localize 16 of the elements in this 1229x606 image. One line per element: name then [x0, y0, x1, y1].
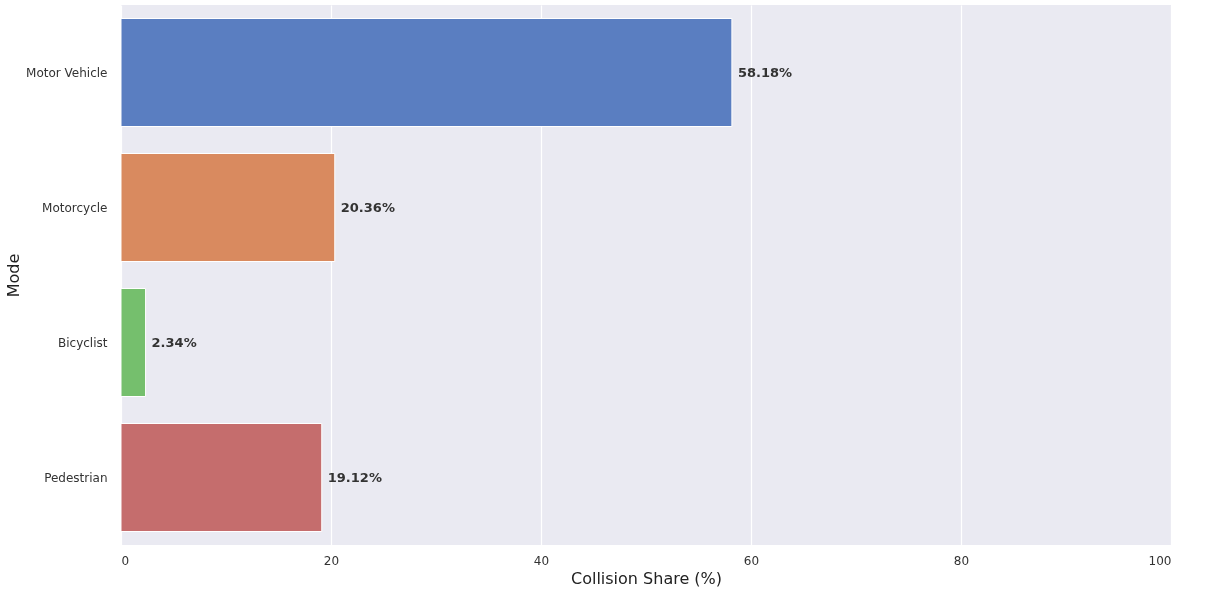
x-tick-label: 100 — [1148, 553, 1172, 568]
data-label: 20.36% — [340, 199, 395, 215]
x-tick-label: 60 — [743, 553, 760, 568]
x-tick-label: 0 — [121, 553, 130, 568]
y-tick-label: Pedestrian — [44, 470, 108, 485]
x-tick-label: 80 — [953, 553, 970, 568]
y-tick-label: Motor Vehicle — [26, 65, 108, 80]
y-tick-label: Motorcycle — [42, 200, 108, 215]
data-label: 2.34% — [151, 334, 197, 350]
x-axis-title: Collision Share (%) — [570, 568, 723, 588]
data-label: 58.18% — [737, 64, 793, 80]
x-tick-label: 40 — [533, 553, 550, 568]
y-tick-label: Bicyclist — [58, 335, 108, 350]
data-label: 19.12% — [327, 469, 382, 485]
x-tick-label: 20 — [323, 553, 340, 568]
y-axis-title: Mode — [4, 253, 24, 298]
